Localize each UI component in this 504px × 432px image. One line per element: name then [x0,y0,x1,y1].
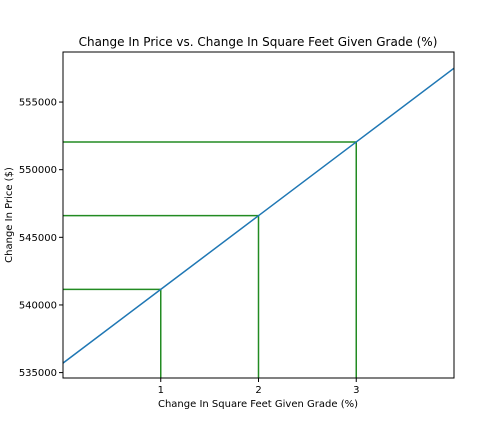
series-line-1 [63,67,454,364]
y-axis-ticks: 535000 540000 545000 550000 555000 [19,98,63,379]
x-axis-ticks: 1 2 3 [158,378,359,396]
x-tick-label: 1 [158,385,164,396]
y-axis-label: Change In Price ($) [4,167,15,263]
y-tick-label: 555000 [19,98,57,109]
x-tick-label: 3 [353,385,359,396]
y-tick-label: 550000 [19,165,57,176]
chart-title: Change In Price vs. Change In Square Fee… [79,35,438,49]
x-axis-label: Change In Square Feet Given Grade (%) [158,399,358,410]
y-tick-label: 535000 [19,368,57,379]
y-tick-label: 545000 [19,233,57,244]
plot-area [63,67,454,378]
y-tick-label: 540000 [19,300,57,311]
x-tick-label: 2 [255,385,261,396]
